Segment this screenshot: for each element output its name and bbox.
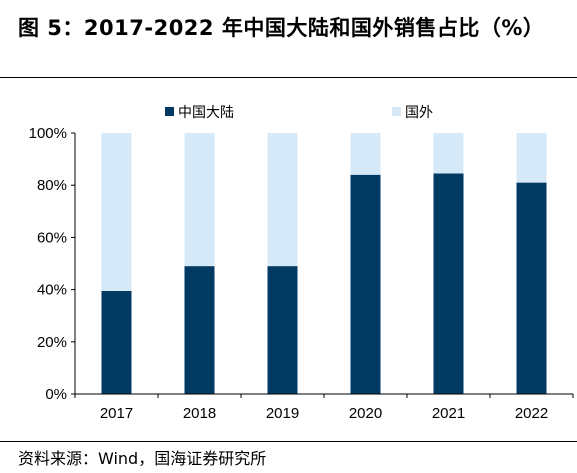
- bar-overseas-2017: [101, 133, 132, 291]
- source-note: 资料来源：Wind，国海证券研究所: [18, 449, 267, 468]
- bar-overseas-2020: [350, 133, 381, 175]
- legend: 中国大陆 国外: [165, 105, 433, 121]
- y-tick-label: 40%: [37, 282, 67, 299]
- y-tick-label: 80%: [37, 177, 67, 194]
- stacked-bar-chart: 0% 20% 40% 60% 80% 100% 2017 2018 2019 2020 2021 20…: [29, 105, 574, 422]
- bar-overseas-2022: [516, 133, 547, 183]
- y-tick-label: 0%: [45, 386, 67, 403]
- bar-overseas-2018: [184, 133, 215, 267]
- x-tick-label: 2018: [183, 405, 216, 422]
- y-tick-label: 100%: [29, 125, 67, 142]
- axes-group: 0% 20% 40% 60% 80% 100% 2017 2018 2019 2020 2021 20…: [29, 125, 574, 422]
- bar-mainland-2018: [184, 266, 215, 394]
- bar-mainland-2022: [516, 182, 547, 394]
- bar-overseas-2019: [267, 133, 298, 267]
- x-tick-label: 2019: [266, 405, 299, 422]
- figure-title: 图 5：2017-2022 年中国大陆和国外销售占比（%）: [18, 16, 545, 40]
- legend-label-mainland: 中国大陆: [178, 105, 234, 121]
- bar-mainland-2021: [433, 173, 464, 394]
- y-tick-label: 60%: [37, 229, 67, 246]
- legend-swatch-mainland: [165, 107, 174, 116]
- bar-mainland-2019: [267, 266, 298, 394]
- y-tick-label: 20%: [37, 334, 67, 351]
- bottom-rule: [0, 441, 577, 442]
- bar-mainland-2020: [350, 174, 381, 394]
- x-tick-label: 2020: [349, 405, 382, 422]
- x-tick-label: 2022: [515, 405, 548, 422]
- bar-overseas-2021: [433, 133, 464, 174]
- top-rule: [0, 77, 577, 78]
- x-tick-label: 2021: [432, 405, 465, 422]
- legend-swatch-overseas: [392, 107, 401, 116]
- x-tick-label: 2017: [100, 405, 133, 422]
- bars-group: [101, 133, 547, 394]
- bar-mainland-2017: [101, 290, 132, 394]
- legend-label-overseas: 国外: [405, 105, 433, 121]
